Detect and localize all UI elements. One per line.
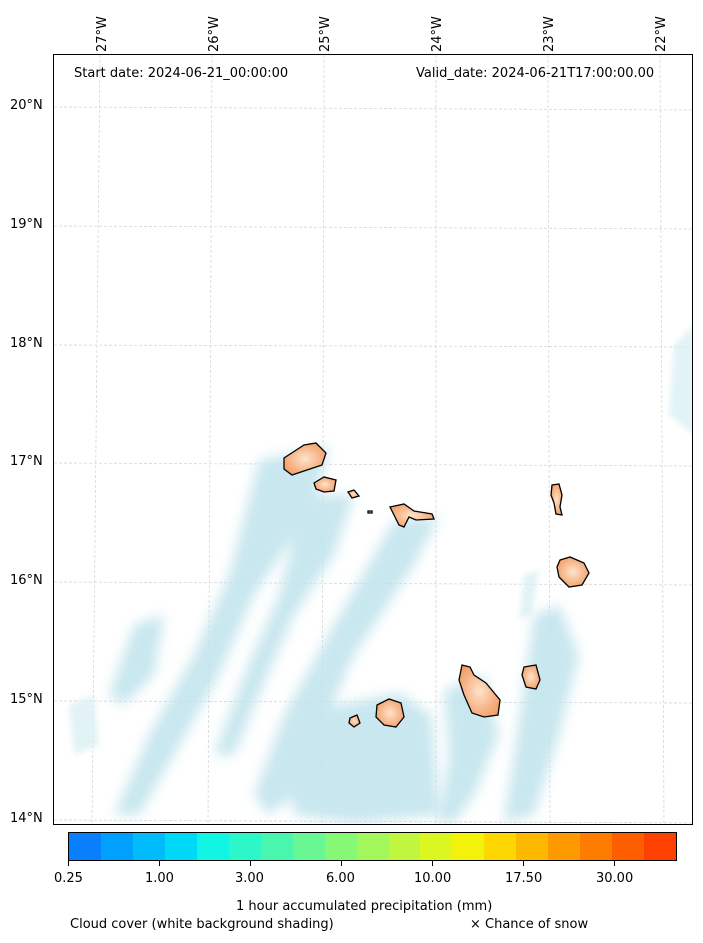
colorbar-cell-6 [260,833,293,860]
colorbar-tick-2: 3.00 [235,871,264,886]
islet-raso [367,510,373,514]
colorbar-tick-4: 10.00 [414,871,452,886]
start-date-label: Start date: 2024-06-21_00:00:00 [74,66,289,81]
cloud-cover-note: Cloud cover (white background shading) [70,917,334,932]
valid-date-label: Valid_date: 2024-06-21T17:00:00.00 [416,66,655,81]
colorbar-cell-16 [580,833,613,860]
colorbar-cell-17 [612,833,645,860]
precipitation-shading-light [69,327,692,755]
colorbar-tickmark-0 [68,861,69,866]
island-brava [348,714,361,728]
colorbar-title: 1 hour accumulated precipitation (mm) [236,899,493,914]
colorbar-tickmark-6 [614,861,615,866]
lat-label-17n: 17°N [10,454,43,469]
colorbar-tickmark-1 [159,861,160,866]
colorbar-cell-8 [324,833,357,860]
colorbar-cell-5 [228,833,261,860]
colorbar-cell-9 [356,833,389,860]
map-canvas [54,55,692,824]
island-sao-nicolau [389,503,435,528]
colorbar-cell-2 [132,833,165,860]
island-maio [521,664,541,690]
lon-label-25w: 25°W [318,16,333,52]
colorbar-cell-10 [388,833,421,860]
colorbar-cell-4 [196,833,229,860]
colorbar-tickmark-3 [341,861,342,866]
lat-label-20n: 20°N [10,98,43,113]
colorbar-tickmark-4 [432,861,433,866]
islands [283,442,590,728]
colorbar-tick-1: 1.00 [145,871,174,886]
island-boa-vista [556,556,590,588]
colorbar-cell-14 [516,833,549,860]
colorbar-cell-11 [420,833,453,860]
colorbar-cell-18 [644,833,677,860]
colorbar-tick-3: 6.00 [326,871,355,886]
island-sal [550,483,563,516]
colorbar-tick-5: 17.50 [505,871,543,886]
map-panel[interactable] [53,54,693,825]
colorbar-tick-0: 0.25 [54,871,83,886]
island-fogo [375,698,405,728]
island-santo-antao [283,442,327,476]
colorbar-cell-0 [69,833,101,860]
island-santiago [458,664,501,718]
island-sao-vicente [313,476,337,493]
precipitation-shading [109,447,579,823]
colorbar-cell-3 [164,833,197,860]
island-santa-luzia [346,489,361,499]
snow-chance-note: × Chance of snow [470,917,589,932]
lon-label-26w: 26°W [207,16,222,52]
colorbar-tick-6: 30.00 [596,871,634,886]
colorbar [68,832,677,861]
colorbar-cell-15 [548,833,581,860]
lon-label-24w: 24°W [430,16,445,52]
colorbar-cell-12 [452,833,485,860]
colorbar-cell-1 [100,833,133,860]
lat-label-19n: 19°N [10,217,43,232]
colorbar-tickmark-2 [250,861,251,866]
lon-label-27w: 27°W [95,16,110,52]
lat-label-16n: 16°N [10,573,43,588]
colorbar-cell-13 [484,833,517,860]
lat-label-18n: 18°N [10,336,43,351]
colorbar-cell-7 [292,833,325,860]
lat-label-15n: 15°N [10,692,43,707]
lat-label-14n: 14°N [10,811,43,826]
colorbar-tickmark-5 [523,861,524,866]
lon-label-22w: 22°W [654,16,669,52]
lon-label-23w: 23°W [542,16,557,52]
